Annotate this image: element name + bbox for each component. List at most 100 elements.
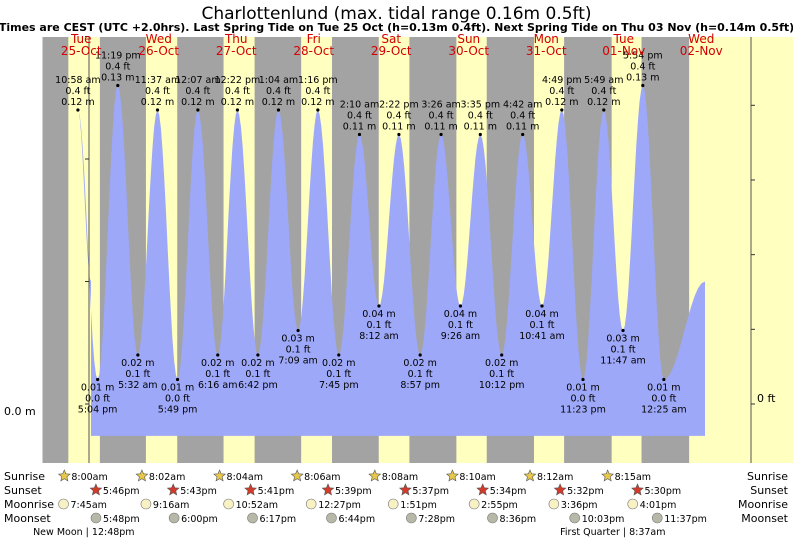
sunrise-time: 8:06am: [304, 472, 340, 483]
tide-time-label: 2:22 pm: [379, 100, 419, 111]
sunset-time: 5:43pm: [180, 486, 217, 497]
tide-ft-label: 0.1 ft: [205, 369, 230, 380]
sunset-icon: [553, 483, 567, 496]
tide-extreme-point: [560, 108, 564, 112]
tide-area: [77, 85, 705, 436]
tide-ft-label: 0.4 ft: [591, 86, 616, 97]
tide-ft-label: 0.4 ft: [305, 86, 330, 97]
moonrise-time: 7:45am: [71, 500, 107, 511]
tide-time-label: 2:10 am: [340, 100, 379, 111]
day-name-label: Wed: [688, 32, 714, 46]
chart-subtitle: Times are CEST (UTC +2.0hrs). Last Sprin…: [0, 21, 793, 34]
tide-extreme-point: [377, 304, 381, 308]
sunset-icon: [166, 483, 180, 496]
tide-extreme-point: [196, 108, 200, 112]
day-name-label: Sat: [381, 32, 401, 46]
sunset-time: 5:34pm: [490, 486, 527, 497]
tide-ft-label: 0.4 ft: [105, 62, 130, 73]
day-name-label: Wed: [146, 32, 172, 46]
sunset-icon: [244, 483, 258, 496]
tide-ft-label: 0.1 ft: [529, 320, 554, 331]
tide-m-label: 0.12 m: [181, 97, 214, 108]
tide-ft-label: 0.1 ft: [611, 345, 636, 356]
tide-extreme-point: [276, 108, 281, 112]
tide-ft-label: 0.4 ft: [630, 62, 655, 73]
tide-ft-label: 0.4 ft: [510, 111, 535, 122]
moonset-icon: [651, 512, 663, 524]
sun-moon-table: 8:00am 8:02am 8:04am 8:06am 8:08am 8:10am 8:12…: [33, 469, 707, 538]
sunset-icon: [631, 483, 644, 496]
sunrise-time: 8:08am: [382, 472, 418, 483]
moonset-icon: [90, 512, 102, 524]
tide-m-label: 0.01 m: [81, 383, 114, 394]
tide-ft-label: 0.0 ft: [651, 394, 676, 405]
day-name-label: Tue: [613, 32, 635, 46]
moonset-time: 11:37pm: [664, 514, 707, 525]
tide-ft-label: 0.1 ft: [326, 369, 351, 380]
tide-time-label: 8:57 pm: [400, 380, 440, 391]
sunrise-icon: [523, 469, 537, 482]
tide-m-label: 0.04 m: [525, 309, 558, 320]
tide-m-label: 0.13 m: [626, 73, 659, 84]
tide-extreme-point: [216, 353, 220, 357]
tide-ft-label: 0.0 ft: [570, 394, 595, 405]
tide-extreme-point: [296, 328, 300, 333]
sunrise-time: 8:10am: [459, 472, 495, 483]
tide-time-label: 6:16 am: [198, 380, 237, 391]
tide-ft-label: 0.0 ft: [85, 394, 110, 405]
moonrise-icon: [223, 498, 234, 510]
moonrise-time: 1:51pm: [400, 500, 437, 511]
tide-m-label: 0.12 m: [61, 97, 94, 108]
moonset-time: 8:36pm: [500, 514, 537, 525]
tide-m-label: 0.04 m: [362, 309, 395, 320]
sunrise-icon: [213, 469, 227, 482]
tide-time-label: 10:41 am: [519, 331, 564, 342]
tide-m-label: 0.12 m: [587, 97, 620, 108]
tide-time-label: 5:54 pm: [623, 51, 663, 62]
sunrise-icon: [368, 469, 382, 482]
tide-time-label: 3:35 pm: [460, 100, 500, 111]
tide-extreme-point: [397, 132, 401, 137]
tide-time-label: 5:49 pm: [158, 405, 198, 416]
tide-time-label: 11:19 pm: [95, 51, 141, 62]
moonset-icon: [487, 512, 498, 524]
moonrise-time: 3:36pm: [561, 500, 598, 511]
tide-time-label: 6:42 pm: [238, 380, 278, 391]
tide-ft-label: 0.4 ft: [429, 111, 454, 122]
day-date-label: 27-Oct: [216, 44, 257, 58]
tide-time-label: 5:04 pm: [78, 405, 118, 416]
tide-extreme-point: [76, 108, 80, 112]
tide-m-label: 0.02 m: [121, 358, 154, 369]
sunset-icon: [89, 483, 103, 496]
sunrise-icon: [445, 469, 459, 482]
tide-extreme-point: [641, 83, 645, 88]
moonset-row-label-right: Moonset: [741, 512, 788, 525]
moonset-icon: [326, 512, 337, 524]
sunrise-time: 8:00am: [71, 472, 107, 483]
moonset-time: 7:28pm: [418, 514, 455, 525]
sunset-row-label-right: Sunset: [750, 484, 788, 497]
day-name-label: Fri: [307, 32, 321, 46]
sunset-row-label-left: Sunset: [4, 484, 42, 497]
tide-time-label: 4:49 pm: [542, 75, 582, 86]
day-date-label: 02-Nov: [680, 44, 723, 58]
tide-time-label: 7:09 am: [278, 356, 317, 367]
tide-extreme-point: [458, 304, 463, 308]
tide-m-label: 0.11 m: [343, 122, 376, 133]
tide-extreme-point: [418, 353, 422, 357]
tide-time-label: 11:23 pm: [560, 405, 606, 416]
tide-ft-label: 0.1 ft: [286, 345, 311, 356]
sunrise-row-label-right: Sunrise: [747, 470, 788, 483]
tide-m-label: 0.12 m: [301, 97, 334, 108]
moonrise-icon: [548, 498, 560, 510]
tide-ft-label: 0.1 ft: [245, 369, 270, 380]
tide-extreme-point: [621, 328, 625, 333]
day-date-label: 26-Oct: [138, 44, 179, 58]
sunrise-icon: [601, 469, 615, 482]
tide-m-label: 0.01 m: [566, 383, 599, 394]
tide-m-label: 0.11 m: [424, 122, 457, 133]
tide-time-label: 1:16 pm: [298, 75, 338, 86]
tide-extreme-point: [662, 377, 666, 382]
sunset-time: 5:41pm: [258, 486, 295, 497]
